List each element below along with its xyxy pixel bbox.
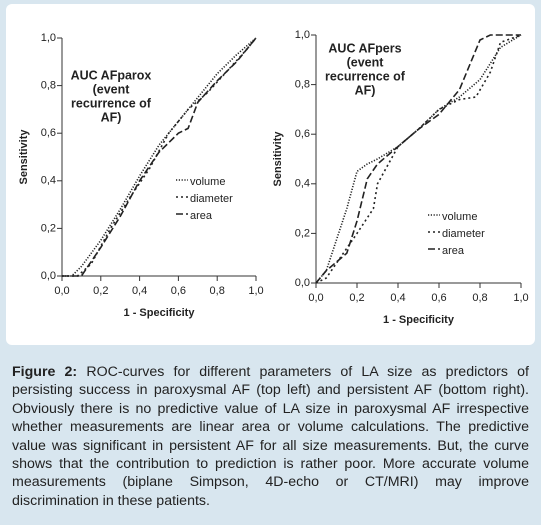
y-tick-label: 0,2 [41,222,56,234]
y-tick-label: 0,8 [41,80,56,92]
x-tick-label: 0,6 [171,285,186,297]
caption-label: Figure 2: [12,364,78,380]
x-tick-label: 0,2 [349,292,364,304]
roc-curve [62,37,257,277]
x-tick-label: 1,0 [513,292,528,304]
y-tick-label: 1,0 [295,29,310,41]
y-tick-label: 0,0 [295,277,310,289]
x-tick-label: 0,4 [132,285,147,297]
chart-title: (event [93,82,131,96]
chart-title: AF) [355,83,376,97]
y-tick-label: 0,4 [41,175,56,187]
x-tick-label: 0,8 [210,285,225,297]
charts: 0,0 0,2 0,4 0,6 0,8 1,0 0,0 0,2 0,4 0,6 0,8 1,0 1 - … [18,29,529,326]
y-axis-title: Sensitivity [18,129,30,185]
chart-title: recurrence of [325,69,406,83]
roc-curve [315,34,521,284]
legend-label: volume [442,211,477,223]
x-tick-label: 0,6 [431,292,446,304]
y-tick-label: 1,0 [41,32,56,44]
y-tick-label: 0,8 [295,79,310,91]
legend-label: area [442,245,465,257]
x-tick-label: 0,0 [54,285,69,297]
x-tick-label: 0,0 [308,292,323,304]
caption-text: ROC-curves for different parameters of L… [12,364,529,509]
y-tick-label: 0,6 [41,127,56,139]
chart-title: recurrence of [71,96,152,110]
roc-curve [315,34,522,284]
y-tick-label: 0,0 [41,270,56,282]
chart-title: AUC AFparox [71,68,152,82]
legend-label: diameter [190,193,233,205]
figure-panel: 0,0 0,2 0,4 0,6 0,8 1,0 0,0 0,2 0,4 0,6 0,8 1,0 1 - … [6,4,535,345]
legend-label: area [190,210,213,222]
legend-label: diameter [442,228,485,240]
roc-curve [62,37,257,277]
x-tick-label: 0,2 [93,285,108,297]
y-tick-label: 0,6 [295,128,310,140]
x-tick-label: 1,0 [248,285,263,297]
x-axis-title: 1 - Specificity [124,307,196,319]
x-tick-label: 0,8 [472,292,487,304]
caption: Figure 2: ROC-curves for different param… [12,363,529,510]
chart-title: AF) [101,110,122,124]
legend-label: volume [190,176,225,188]
x-tick-label: 0,4 [390,292,405,304]
chart-title: AUC AFpers [328,41,401,55]
chart-title: (event [347,55,385,69]
y-tick-label: 0,4 [295,178,310,190]
x-axis-title: 1 - Specificity [383,314,455,326]
y-tick-label: 0,2 [295,227,310,239]
y-axis-title: Sensitivity [272,131,284,187]
